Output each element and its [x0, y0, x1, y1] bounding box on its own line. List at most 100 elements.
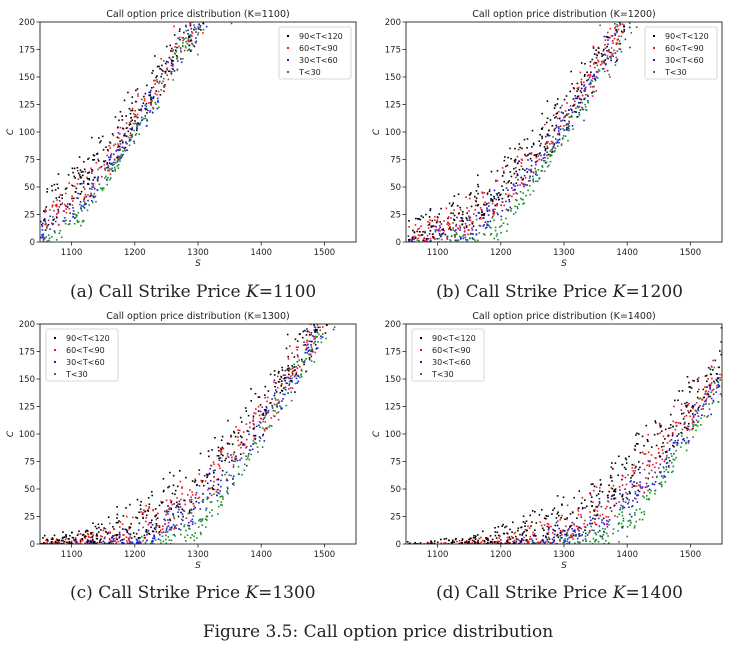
scatter-point-2 — [574, 531, 576, 533]
scatter-point-4 — [189, 34, 192, 36]
scatter-point-3 — [701, 414, 703, 416]
scatter-point-2 — [453, 209, 455, 211]
scatter-point-1 — [526, 171, 529, 173]
scatter-point-1 — [162, 501, 164, 503]
scatter-point-3 — [296, 360, 299, 363]
scatter-point-2 — [436, 219, 438, 222]
scatter-point-1 — [466, 212, 468, 214]
scatter-point-2 — [76, 183, 79, 185]
scatter-point-1 — [293, 366, 296, 368]
scatter-point-4 — [604, 540, 607, 542]
scatter-point-3 — [500, 204, 502, 207]
scatter-point-2 — [413, 241, 416, 242]
scatter-point-3 — [138, 543, 141, 544]
scatter-point-1 — [456, 204, 459, 207]
scatter-point-2 — [503, 204, 505, 207]
scatter-point-1 — [547, 533, 549, 535]
scatter-point-3 — [645, 482, 648, 485]
y-tick-label: 175 — [385, 348, 401, 358]
scatter-point-3 — [88, 179, 91, 181]
scatter-point-4 — [165, 542, 168, 544]
scatter-point-2 — [213, 476, 215, 478]
scatter-point-2 — [150, 100, 153, 102]
scatter-point-2 — [674, 428, 677, 431]
scatter-point-2 — [444, 542, 447, 544]
scatter-point-1 — [122, 141, 124, 144]
scatter-point-2 — [493, 211, 496, 213]
scatter-point-1 — [118, 145, 121, 148]
scatter-point-3 — [199, 24, 202, 27]
scatter-point-1 — [72, 171, 74, 174]
scatter-point-3 — [491, 542, 494, 544]
scatter-point-3 — [608, 49, 610, 51]
scatter-point-2 — [263, 428, 265, 431]
scatter-point-1 — [482, 530, 484, 533]
scatter-point-3 — [571, 528, 573, 530]
scatter-point-1 — [281, 380, 283, 382]
scatter-point-3 — [41, 225, 44, 228]
scatter-point-2 — [711, 377, 713, 380]
scatter-point-1 — [79, 193, 81, 195]
scatter-point-1 — [603, 48, 605, 51]
scatter-point-1 — [611, 495, 613, 497]
scatter-point-2 — [90, 542, 93, 544]
scatter-point-2 — [239, 443, 242, 446]
scatter-point-1 — [461, 213, 464, 216]
scatter-point-2 — [604, 39, 607, 41]
legend-label: 60<T<90 — [432, 346, 471, 355]
scatter-point-3 — [310, 344, 312, 346]
scatter-point-3 — [157, 97, 159, 100]
scatter-point-1 — [553, 129, 556, 132]
chart-panel-1: 1100 1200 1300 1400 150002550751001251501752… — [6, 9, 357, 269]
scatter-point-1 — [589, 61, 592, 63]
scatter-point-1 — [138, 511, 140, 514]
scatter-point-3 — [621, 527, 624, 529]
scatter-point-2 — [459, 542, 461, 544]
scatter-point-1 — [510, 157, 512, 160]
scatter-point-2 — [632, 474, 635, 476]
scatter-point-1 — [220, 439, 223, 441]
scatter-point-3 — [486, 220, 489, 223]
scatter-point-2 — [618, 35, 620, 38]
scatter-point-3 — [554, 127, 557, 130]
scatter-point-3 — [314, 328, 317, 331]
scatter-point-4 — [296, 375, 299, 377]
scatter-point-1 — [156, 65, 159, 68]
scatter-point-1 — [141, 513, 144, 515]
scatter-point-3 — [320, 335, 322, 337]
scatter-point-3 — [465, 225, 468, 227]
scatter-point-1 — [82, 180, 85, 183]
scatter-point-1 — [447, 543, 449, 544]
scatter-point-2 — [501, 201, 504, 203]
scatter-point-1 — [720, 353, 722, 356]
scatter-point-1 — [179, 28, 181, 30]
scatter-point-1 — [46, 191, 48, 193]
scatter-point-4 — [584, 535, 587, 538]
scatter-point-1 — [82, 533, 85, 536]
scatter-point-3 — [705, 400, 707, 402]
scatter-point-2 — [448, 228, 450, 230]
scatter-point-3 — [478, 217, 481, 220]
scatter-point-3 — [456, 216, 458, 219]
scatter-point-4 — [293, 363, 295, 366]
scatter-point-2 — [515, 176, 517, 179]
scatter-point-4 — [165, 538, 167, 541]
scatter-point-2 — [148, 507, 150, 510]
scatter-point-3 — [79, 201, 82, 203]
scatter-point-4 — [54, 231, 56, 234]
y-tick-label: 150 — [19, 73, 35, 83]
scatter-point-4 — [633, 527, 636, 529]
scatter-point-3 — [556, 141, 558, 144]
scatter-point-2 — [447, 224, 450, 227]
scatter-point-3 — [291, 372, 294, 375]
scatter-point-2 — [110, 152, 113, 155]
scatter-point-3 — [572, 534, 575, 537]
scatter-point-3 — [707, 396, 710, 398]
scatter-point-4 — [290, 399, 293, 402]
scatter-point-4 — [217, 513, 219, 515]
scatter-point-2 — [573, 103, 576, 106]
scatter-point-4 — [198, 519, 200, 522]
scatter-point-3 — [712, 399, 715, 402]
scatter-point-1 — [621, 478, 623, 481]
scatter-point-2 — [232, 453, 235, 456]
